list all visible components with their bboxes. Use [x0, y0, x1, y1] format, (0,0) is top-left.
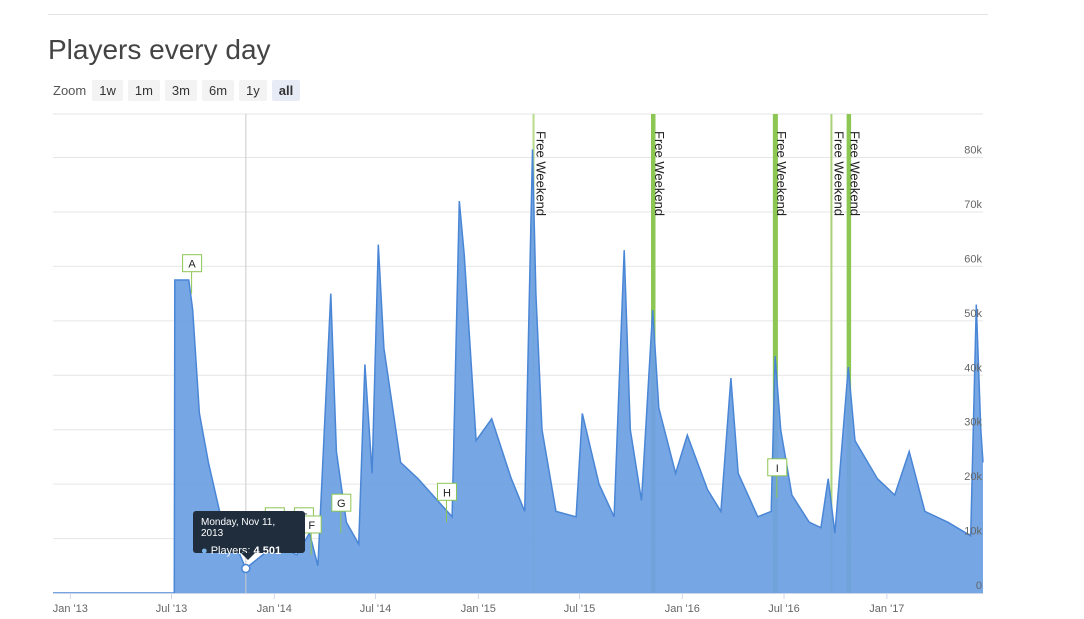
- players-area: [53, 149, 983, 593]
- zoom-all-button[interactable]: all: [271, 80, 301, 101]
- zoom-1w-button[interactable]: 1w: [92, 80, 123, 101]
- flag-label: G: [337, 498, 346, 510]
- flag-marker: [182, 254, 203, 273]
- plot-band-label: Free Weekend: [652, 131, 667, 216]
- y-tick-label: 70k: [964, 199, 982, 211]
- y-tick-label: 40k: [964, 362, 982, 374]
- tooltip-series-dot: ●: [201, 545, 208, 557]
- plot-band-label: Free Weekend: [534, 131, 549, 216]
- zoom-1y-button[interactable]: 1y: [239, 80, 267, 101]
- chart-tooltip: Monday, Nov 11, 2013 ● Players: 4 501: [193, 511, 305, 560]
- x-tick-label: Jul '13: [156, 603, 187, 615]
- x-tick-label: Jan '13: [53, 603, 88, 615]
- x-tick-label: Jul '16: [768, 603, 799, 615]
- zoom-label: Zoom: [53, 83, 87, 98]
- x-tick-label: Jan '16: [665, 603, 700, 615]
- y-tick-label: 50k: [964, 308, 982, 320]
- y-tick-label: 10k: [964, 526, 982, 538]
- plot-band-free-weekend: [772, 114, 778, 593]
- flag-marker: [767, 458, 788, 477]
- zoom-1m-button[interactable]: 1m: [127, 80, 160, 101]
- flag-label: F: [308, 520, 315, 532]
- x-tick-label: Jan '17: [869, 603, 904, 615]
- players-line: [53, 149, 984, 594]
- x-tick-label: Jan '14: [257, 603, 292, 615]
- plot-band-free-weekend: [846, 114, 852, 593]
- y-tick-label: 0: [976, 580, 982, 592]
- hover-point: [241, 563, 251, 574]
- flag-label: H: [443, 487, 451, 499]
- plot-band-label: Free Weekend: [774, 131, 789, 216]
- top-divider: [48, 14, 988, 15]
- x-tick-label: Jan '15: [461, 603, 496, 615]
- flag-label: I: [776, 463, 779, 475]
- y-tick-label: 30k: [964, 417, 982, 429]
- flag-label: A: [188, 259, 196, 271]
- page-title: Players every day: [48, 34, 271, 65]
- zoom-3m-button[interactable]: 3m: [164, 80, 197, 101]
- y-tick-label: 80k: [964, 145, 982, 157]
- zoom-bar: Zoom 1w 1m 3m 6m 1y all: [53, 80, 305, 101]
- x-tick-label: Jul '14: [360, 603, 391, 615]
- plot-band-free-weekend: [830, 114, 833, 593]
- tooltip-series-name: Players: [210, 545, 248, 557]
- flag-marker: [436, 482, 457, 501]
- tooltip-row: ● Players: 4 501: [201, 545, 282, 557]
- plot-band-label: Free Weekend: [848, 131, 863, 216]
- y-tick-label: 60k: [964, 253, 982, 265]
- tooltip-date: Monday, Nov 11, 2013: [201, 517, 276, 539]
- tooltip-value: 4 501: [253, 545, 282, 557]
- y-tick-label: 20k: [964, 471, 982, 483]
- x-tick-label: Jul '15: [564, 603, 595, 615]
- zoom-6m-button[interactable]: 6m: [201, 80, 235, 101]
- flag-marker: [331, 493, 352, 512]
- plot-band-label: Free Weekend: [831, 131, 846, 216]
